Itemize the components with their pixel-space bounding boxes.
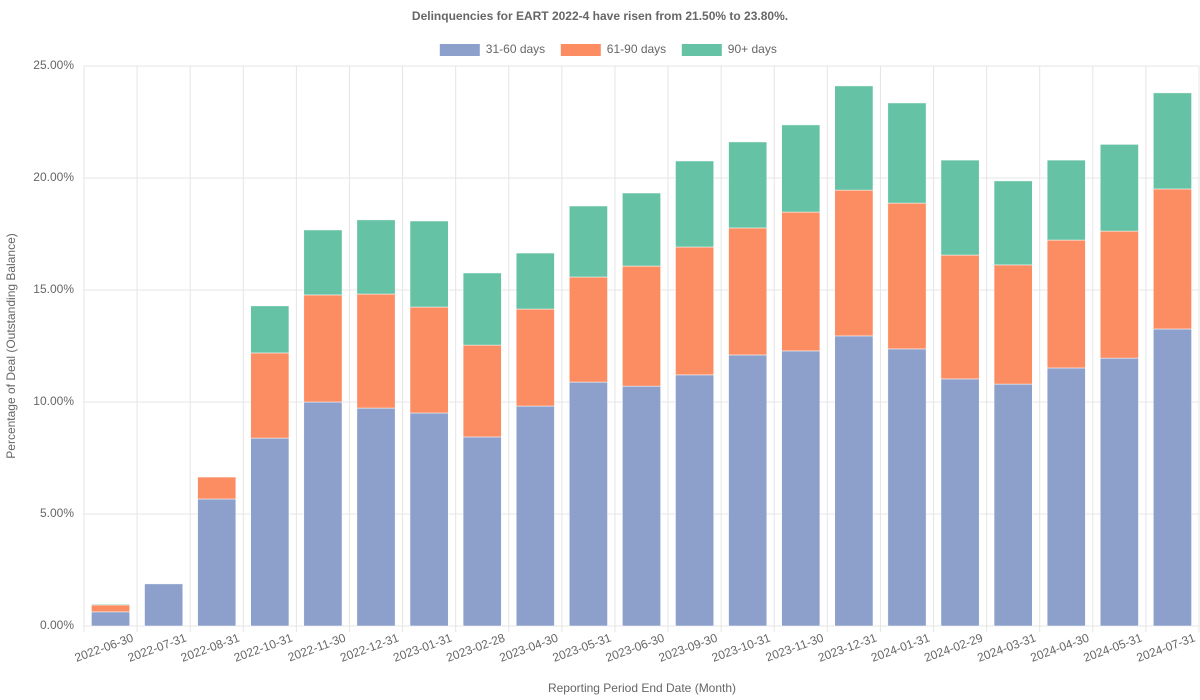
bar-segment xyxy=(1153,188,1192,330)
legend-label: 90+ days xyxy=(728,42,777,56)
bar-segment xyxy=(197,476,237,500)
bar-segment xyxy=(781,211,821,352)
x-axis-label: Reporting Period End Date (Month) xyxy=(548,681,736,695)
bar-segment xyxy=(569,276,608,383)
x-tick-label: 2023-06-30 xyxy=(604,631,667,665)
bar-segment xyxy=(303,401,343,627)
bar-segment xyxy=(887,102,927,204)
x-tick-label: 2023-01-31 xyxy=(391,631,454,665)
bar-segment xyxy=(250,305,290,354)
y-tick-label: 15.00% xyxy=(33,282,74,296)
bar-segment xyxy=(409,412,449,627)
legend-swatch xyxy=(681,44,722,56)
bar-segment xyxy=(515,405,555,627)
bar-segment xyxy=(1153,328,1192,627)
bar-segment xyxy=(1046,239,1086,369)
chart-title: Delinquencies for EART 2022-4 have risen… xyxy=(412,9,788,23)
bar-segment xyxy=(993,180,1033,266)
bar-segment xyxy=(356,219,396,295)
bar-segment xyxy=(91,603,130,606)
x-tick-label: 2022-06-30 xyxy=(73,631,136,665)
bar-segment xyxy=(622,192,661,267)
x-tick-label: 2023-05-31 xyxy=(551,631,614,665)
x-tick-label: 2022-10-31 xyxy=(232,631,295,665)
bar-segment xyxy=(781,350,821,627)
bar-segment xyxy=(462,344,502,438)
bar-segment xyxy=(144,583,184,627)
bar-segment xyxy=(728,354,768,627)
legend-swatch xyxy=(560,44,601,56)
x-tick-label: 2024-03-31 xyxy=(975,631,1038,665)
x-tick-label: 2023-10-31 xyxy=(710,631,773,665)
bar-segment xyxy=(675,374,714,627)
bar-segment xyxy=(356,293,396,409)
bar-segment xyxy=(993,264,1033,385)
bar-segment xyxy=(1099,144,1139,232)
bar-segment xyxy=(940,159,980,256)
x-tick-label: 2024-07-31 xyxy=(1135,631,1198,665)
bar-segment xyxy=(675,160,714,248)
bar-segment xyxy=(515,252,555,310)
bar-segment xyxy=(1153,92,1192,190)
bar-segment xyxy=(462,436,502,627)
bar-segment xyxy=(569,205,608,278)
bar-segment xyxy=(834,189,874,337)
bar-segment xyxy=(728,227,768,356)
bar-segment xyxy=(940,254,980,380)
bar-segment xyxy=(569,381,608,627)
bar-segment xyxy=(250,352,290,439)
bar-segment xyxy=(91,611,130,627)
bar-segment xyxy=(781,124,821,213)
x-tick-label: 2022-08-31 xyxy=(179,631,242,665)
bar-segment xyxy=(940,378,980,627)
bar-segment xyxy=(887,202,927,350)
y-axis-label: Percentage of Deal (Outstanding Balance) xyxy=(4,233,18,458)
bar-segment xyxy=(197,498,237,627)
x-tick-label: 2023-02-28 xyxy=(444,631,507,665)
bar-segment xyxy=(1099,357,1139,627)
bar-segment xyxy=(250,437,290,627)
x-tick-label: 2022-11-30 xyxy=(286,631,348,665)
bar-segment xyxy=(409,306,449,414)
bar-segment xyxy=(1046,159,1086,241)
bar-segment xyxy=(1046,367,1086,627)
bar-segment xyxy=(993,383,1033,627)
legend-swatch xyxy=(439,44,480,56)
bar-segment xyxy=(622,265,661,387)
legend-label: 31-60 days xyxy=(486,42,545,56)
bar-segment xyxy=(303,229,343,296)
y-tick-label: 10.00% xyxy=(33,394,74,408)
bar-segment xyxy=(303,294,343,403)
x-tick-label: 2024-02-29 xyxy=(922,631,985,665)
y-tick-label: 25.00% xyxy=(33,58,74,72)
x-tick-label: 2024-01-31 xyxy=(869,631,932,665)
x-tick-label: 2023-09-30 xyxy=(657,631,720,665)
bar-segment xyxy=(834,335,874,627)
y-tick-label: 5.00% xyxy=(40,506,74,520)
bar-segment xyxy=(834,85,874,191)
y-tick-label: 0.00% xyxy=(40,618,74,632)
x-tick-label: 2024-04-30 xyxy=(1028,631,1091,665)
bar-segment xyxy=(728,141,768,229)
bar-segment xyxy=(462,272,502,346)
x-tick-label: 2023-11-30 xyxy=(764,631,826,665)
y-tick-label: 20.00% xyxy=(33,170,74,184)
bar-segment xyxy=(887,348,927,627)
bar-segment xyxy=(515,308,555,407)
bar-segment xyxy=(622,385,661,627)
x-tick-label: 2023-12-31 xyxy=(816,631,879,665)
bar-segment xyxy=(409,220,449,308)
bar-segment xyxy=(91,604,130,613)
x-tick-label: 2023-04-30 xyxy=(497,631,560,665)
bar-segment xyxy=(675,246,714,376)
bar-segment xyxy=(356,407,396,627)
x-tick-label: 2022-12-31 xyxy=(338,631,401,665)
legend-label: 61-90 days xyxy=(607,42,666,56)
x-tick-label: 2022-07-31 xyxy=(126,631,189,665)
x-tick-label: 2024-05-31 xyxy=(1082,631,1145,665)
bar-segment xyxy=(1099,230,1139,359)
